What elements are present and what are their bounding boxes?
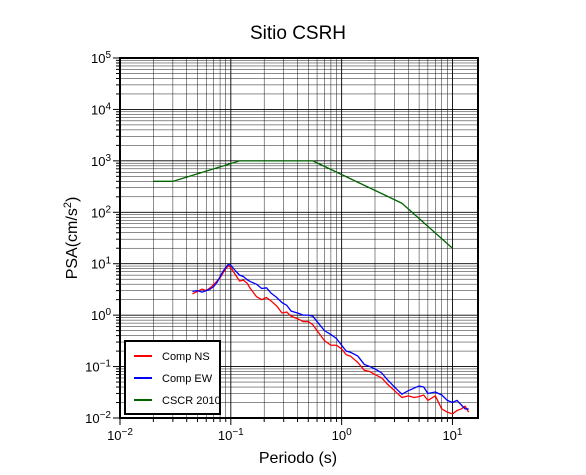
series-line-0 (192, 265, 470, 415)
y-tick-label: 10−1 (85, 358, 111, 375)
series-lines (153, 160, 470, 415)
legend: Comp NS Comp EW CSCR 2010 (124, 340, 221, 415)
grid (119, 57, 478, 419)
plot-frame (119, 57, 479, 419)
y-tick-label: 100 (91, 307, 111, 324)
legend-label: Comp EW (162, 373, 213, 385)
y-axis-label-main: PSA(cm/s (64, 208, 81, 279)
y-tick-label: 10−2 (85, 410, 111, 427)
x-axis-label: Periodo (s) (259, 450, 337, 467)
x-tick-label: 10−2 (107, 427, 133, 444)
y-axis-label: PSA(cm/s2) (62, 197, 81, 280)
y-tick-label: 101 (91, 255, 111, 272)
x-tick-label: 101 (442, 427, 462, 444)
chart-title: Sitio CSRH (250, 23, 346, 44)
x-tick-label: 10−1 (218, 427, 244, 444)
legend-label: Comp NS (162, 351, 210, 363)
y-tick-label: 102 (91, 204, 111, 221)
series-line-2 (153, 160, 453, 249)
y-tick-label: 105 (91, 50, 111, 67)
legend-label: CSCR 2010 (162, 395, 221, 407)
y-axis-label-close: ) (64, 197, 81, 202)
y-tick-label: 103 (91, 152, 111, 169)
y-axis-label-sup: 2 (62, 202, 74, 208)
series-line-1 (192, 263, 469, 410)
x-tick-label: 100 (332, 427, 352, 444)
y-tick-label: 104 (91, 101, 111, 118)
